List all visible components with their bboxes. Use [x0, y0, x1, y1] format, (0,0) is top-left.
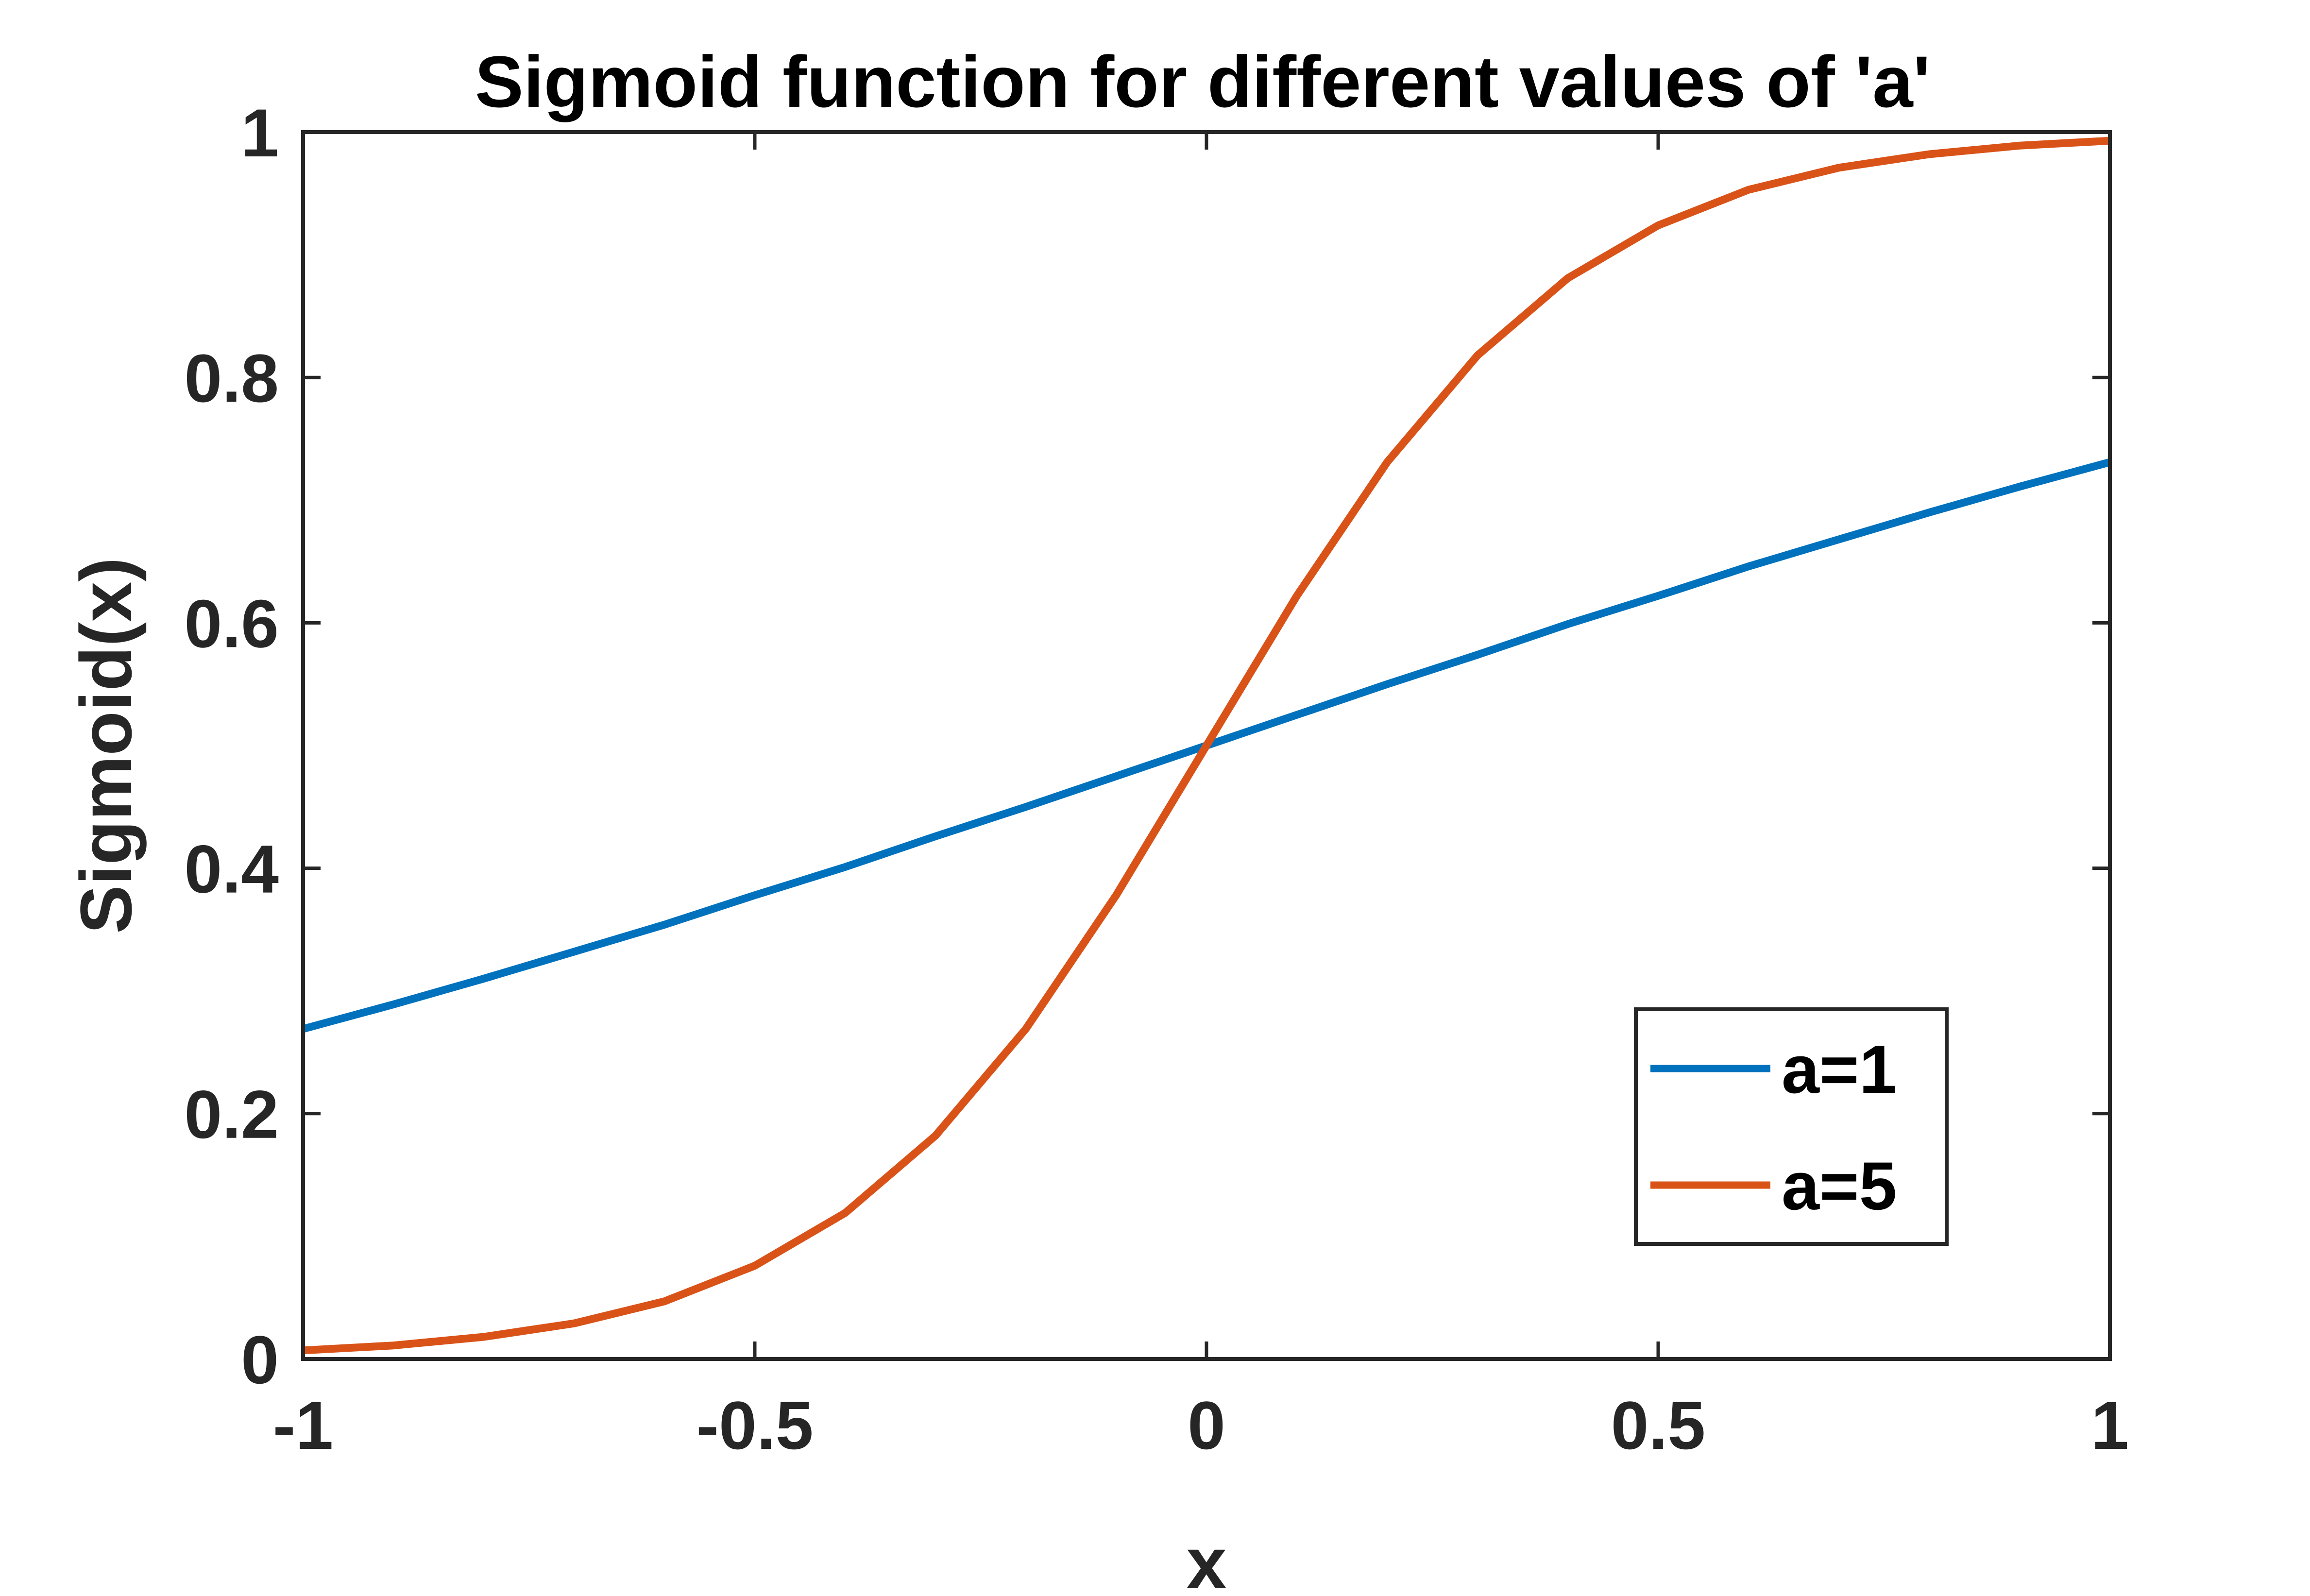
legend: a=1 a=5 — [1634, 1007, 1949, 1246]
x-tick-label: 0 — [1188, 1387, 1225, 1463]
tick-labels-layer: -1 -0.5 0 0.5 1 0 0.2 0.4 0.6 0.8 1 — [184, 95, 2129, 1463]
legend-box — [1634, 1007, 1949, 1246]
legend-label-a-1: a=1 — [1782, 1031, 1897, 1107]
x-axis-label: x — [1186, 1522, 1226, 1596]
y-tick-label: 0.6 — [184, 585, 279, 662]
x-tick-label: -1 — [273, 1387, 333, 1463]
y-tick-label: 0.4 — [184, 831, 279, 907]
legend-label-a-5: a=5 — [1782, 1148, 1897, 1224]
y-tick-label: 0 — [241, 1322, 279, 1398]
y-tick-label: 0.8 — [184, 340, 279, 416]
plot-box — [301, 130, 2112, 1361]
series-line-a-5 — [303, 136, 2110, 1355]
x-tick-label: 1 — [2091, 1387, 2129, 1463]
series-layer — [302, 136, 2111, 1355]
y-tick-label: 1 — [241, 95, 279, 171]
y-axis-label: Sigmoid(x) — [65, 558, 147, 934]
x-tick-label: -0.5 — [696, 1387, 813, 1463]
y-tick-label: 0.2 — [184, 1076, 279, 1153]
x-tick-label: 0.5 — [1611, 1387, 1706, 1463]
chart-title: Sigmoid function for different values of… — [475, 41, 1930, 122]
